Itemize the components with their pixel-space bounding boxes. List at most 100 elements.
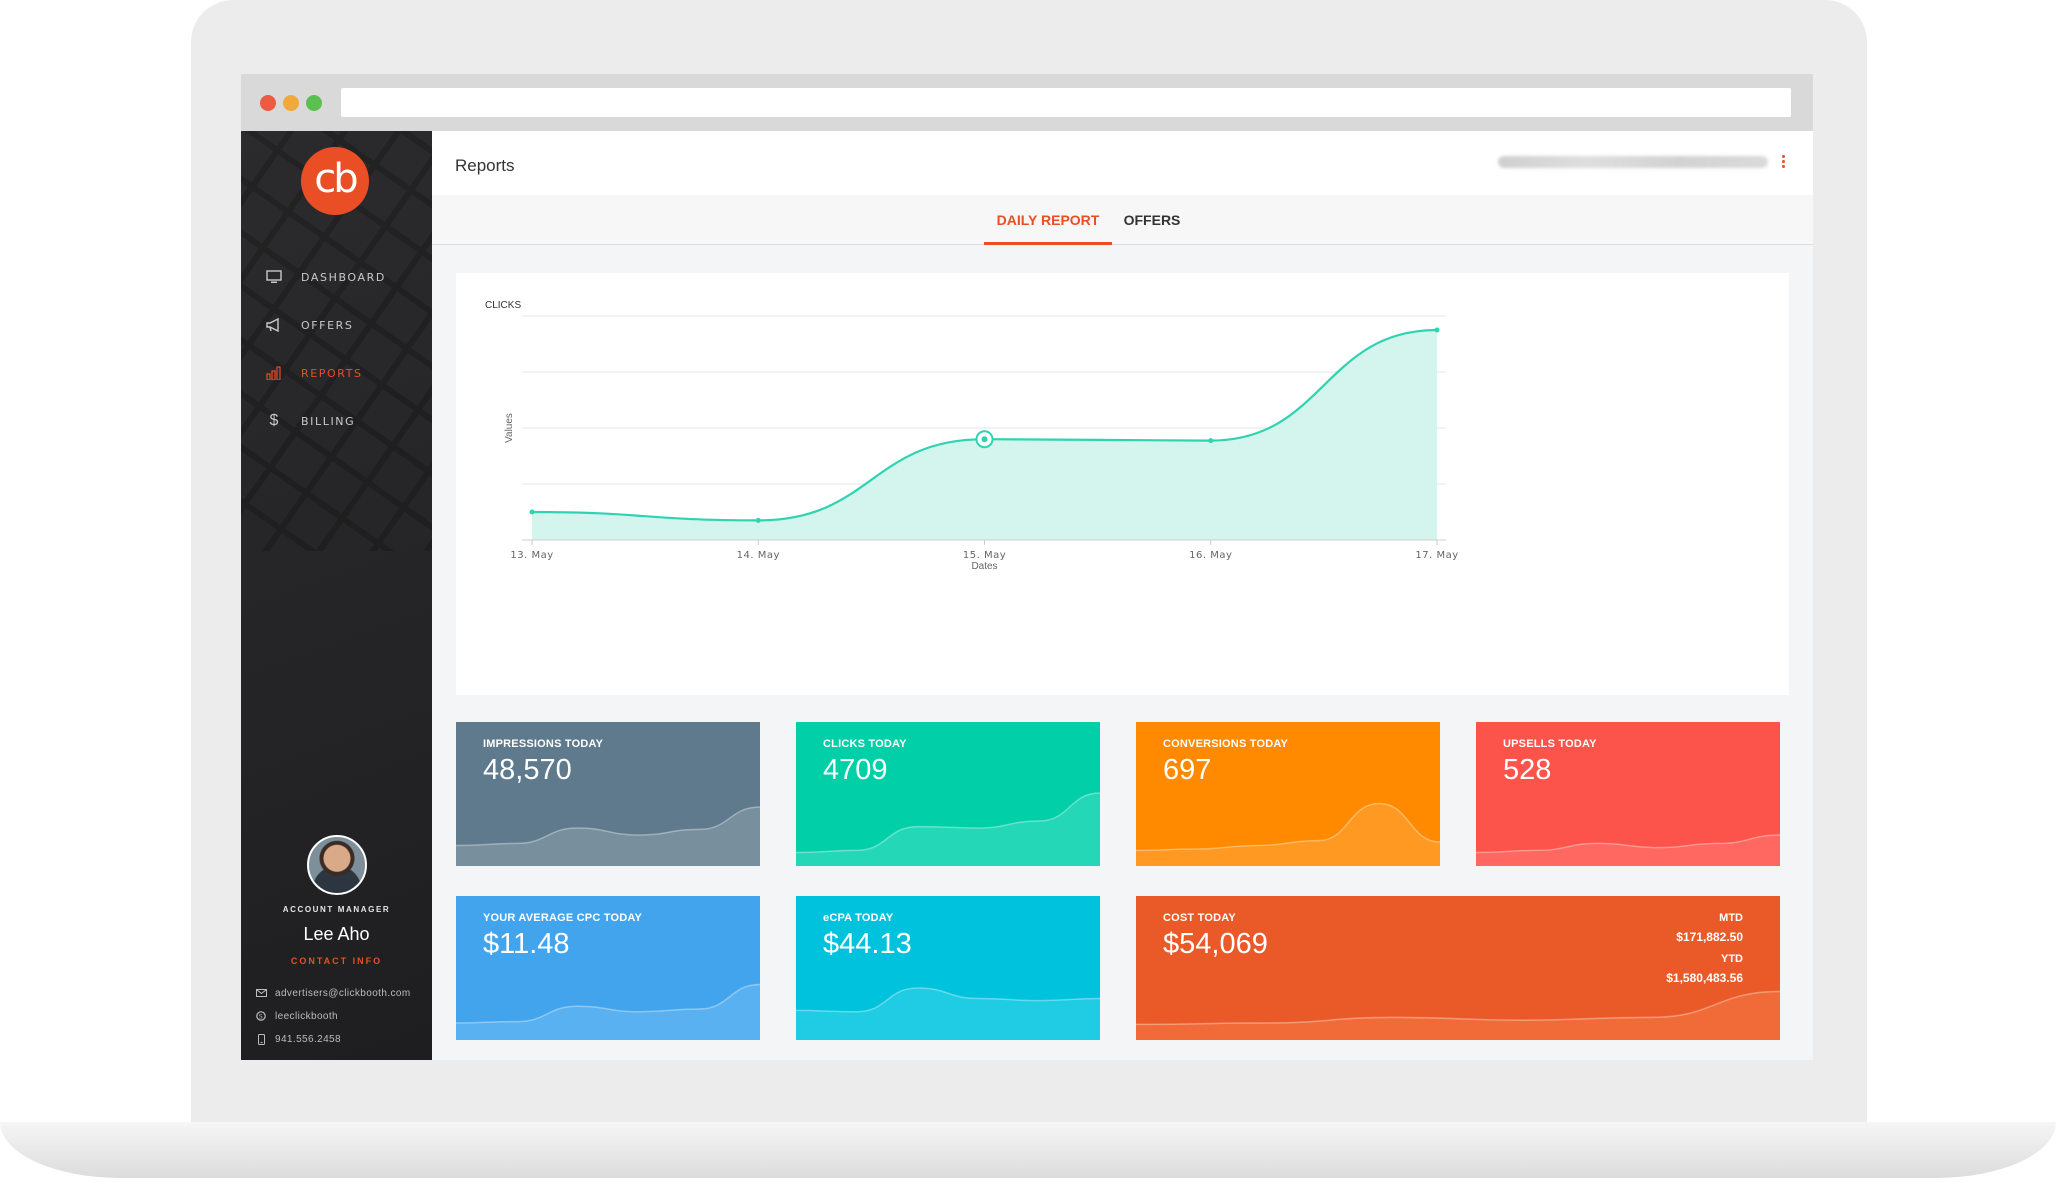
sparkline-line xyxy=(456,806,760,847)
bar-chart-icon xyxy=(264,364,284,382)
main-content: Reports DAILY REPORT OFFERS CLICKS Values… xyxy=(432,131,1813,1060)
sparkline xyxy=(1136,802,1440,866)
contact-info-link[interactable]: CONTACT INFO xyxy=(290,956,383,966)
clicks-tile[interactable]: CLICKS TODAY 4709 xyxy=(796,722,1100,866)
tile-value: 4709 xyxy=(823,754,888,786)
minimize-window-button[interactable] xyxy=(283,95,299,111)
browser-window: cb DASHBOARD OFFERS REPORTS $ BILLING AC… xyxy=(241,74,1813,1060)
sparkline-area xyxy=(1136,803,1440,866)
account-manager-name: Lee Aho xyxy=(303,924,370,944)
sparkline-line xyxy=(1136,990,1780,1026)
tile-label: IMPRESSIONS TODAY xyxy=(483,738,604,750)
avatar xyxy=(306,835,367,895)
tile-label: CONVERSIONS TODAY xyxy=(1163,738,1289,750)
tile-value: $54,069 xyxy=(1163,928,1268,960)
clicks-chart: CLICKS Values Dates 13. May 14. May 15. May 16… xyxy=(485,300,1458,572)
mtd-label: MTD xyxy=(1719,912,1743,924)
tile-value: 697 xyxy=(1163,754,1212,786)
skype-icon: S xyxy=(255,1010,267,1022)
contact-phone[interactable]: 941.556.2458 xyxy=(255,1033,341,1045)
tile-value: 528 xyxy=(1503,754,1552,786)
x-tick-label: 16. May xyxy=(1189,550,1232,561)
report-tabs: DAILY REPORT OFFERS xyxy=(432,195,1813,245)
sparkline-line xyxy=(796,987,1100,1013)
sparkline-area xyxy=(796,988,1100,1040)
sparkline xyxy=(1136,990,1780,1040)
account-manager-title: ACCOUNT MANAGER xyxy=(282,905,391,914)
sparkline xyxy=(456,983,760,1040)
highlighted-point xyxy=(981,436,988,443)
ytd-value: $1,580,483.56 xyxy=(1666,971,1743,985)
laptop-base xyxy=(0,1122,2056,1178)
contact-skype[interactable]: S leeclickbooth xyxy=(255,1010,338,1022)
sparkline xyxy=(1476,834,1780,866)
monitor-icon xyxy=(264,268,284,286)
tile-label: CLICKS TODAY xyxy=(823,738,907,750)
sidebar-item-reports[interactable]: REPORTS xyxy=(241,358,432,388)
sidebar-item-offers[interactable]: OFFERS xyxy=(241,310,432,340)
chart-title: CLICKS xyxy=(485,300,521,311)
svg-text:S: S xyxy=(259,1014,263,1021)
data-point xyxy=(529,509,535,515)
sparkline-line xyxy=(1136,802,1440,852)
tab-offers[interactable]: OFFERS xyxy=(1123,212,1181,228)
y-axis-label: Values xyxy=(504,413,515,443)
sidebar-item-label: OFFERS xyxy=(301,318,354,332)
top-header: Reports xyxy=(432,131,1813,195)
close-window-button[interactable] xyxy=(260,95,276,111)
browser-titlebar xyxy=(241,74,1813,131)
sparkline xyxy=(796,792,1100,866)
clickbooth-logo[interactable]: cb xyxy=(301,147,369,215)
more-options-icon[interactable] xyxy=(1780,155,1786,171)
data-point xyxy=(1434,327,1440,333)
sidebar-item-label: DASHBOARD xyxy=(301,270,386,284)
sparkline-area xyxy=(796,793,1100,866)
x-tick-label: 13. May xyxy=(510,550,553,561)
sidebar-item-billing[interactable]: $ BILLING xyxy=(241,406,432,436)
x-tick-label: 17. May xyxy=(1415,550,1458,561)
sparkline-line xyxy=(456,983,760,1024)
sparkline-area xyxy=(1476,835,1780,866)
cost-tile[interactable]: COST TODAY $54,069 MTD $171,882.50 YTD $… xyxy=(1136,896,1780,1040)
tab-daily-report[interactable]: DAILY REPORT xyxy=(984,195,1112,245)
sparkline-line xyxy=(796,792,1100,854)
tile-label: eCPA TODAY xyxy=(823,912,894,924)
account-name-blurred[interactable] xyxy=(1498,156,1768,168)
clicks-chart-card: CLICKS Values Dates 13. May 14. May 15. May 16… xyxy=(456,273,1789,695)
sparkline xyxy=(456,806,760,866)
sparkline-area xyxy=(456,984,760,1040)
maximize-window-button[interactable] xyxy=(306,95,322,111)
average-cpc-tile[interactable]: YOUR AVERAGE CPC TODAY $11.48 xyxy=(456,896,760,1040)
sparkline xyxy=(796,987,1100,1040)
impressions-tile[interactable]: IMPRESSIONS TODAY 48,570 xyxy=(456,722,760,866)
data-point xyxy=(1208,438,1214,444)
phone-icon xyxy=(255,1033,267,1045)
contact-email[interactable]: advertisers@clickbooth.com xyxy=(255,987,411,999)
address-bar[interactable] xyxy=(341,88,1791,117)
sparkline-line xyxy=(1476,834,1780,854)
dollar-icon: $ xyxy=(269,412,279,429)
mtd-value: $171,882.50 xyxy=(1676,930,1743,944)
account-manager-panel: ACCOUNT MANAGER Lee Aho CONTACT INFO xyxy=(241,835,432,966)
page-title: Reports xyxy=(455,156,515,175)
tile-value: 48,570 xyxy=(483,754,572,786)
sidebar: cb DASHBOARD OFFERS REPORTS $ BILLING AC… xyxy=(241,131,432,1060)
x-axis-label: Dates xyxy=(971,561,997,572)
tile-label: COST TODAY xyxy=(1163,912,1236,924)
upsells-tile[interactable]: UPSELLS TODAY 528 xyxy=(1476,722,1780,866)
ecpa-tile[interactable]: eCPA TODAY $44.13 xyxy=(796,896,1100,1040)
sidebar-item-label: BILLING xyxy=(301,414,356,428)
conversions-tile[interactable]: CONVERSIONS TODAY 697 xyxy=(1136,722,1440,866)
x-tick-label: 15. May xyxy=(963,550,1006,561)
ytd-label: YTD xyxy=(1721,953,1743,965)
sparkline-area xyxy=(1136,991,1780,1040)
x-tick-label: 14. May xyxy=(737,550,780,561)
tile-label: YOUR AVERAGE CPC TODAY xyxy=(483,912,643,924)
sidebar-item-dashboard[interactable]: DASHBOARD xyxy=(241,262,432,292)
sparkline-area xyxy=(456,807,760,866)
sidebar-item-label: REPORTS xyxy=(301,366,363,380)
tile-value: $44.13 xyxy=(823,928,912,960)
envelope-icon xyxy=(255,987,267,999)
data-point xyxy=(755,517,761,523)
megaphone-icon xyxy=(264,316,284,334)
